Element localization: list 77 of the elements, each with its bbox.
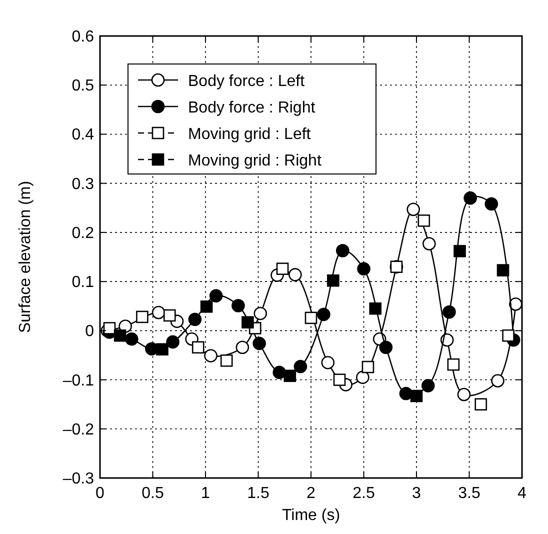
- y-tick-label: 0.1: [72, 274, 94, 292]
- point: [464, 191, 477, 205]
- legend-label: Moving grid : Left: [188, 126, 312, 143]
- legend-label: Moving grid : Right: [188, 152, 322, 170]
- point: [422, 237, 436, 250]
- point: [421, 379, 435, 392]
- x-tick-label: 2: [306, 485, 316, 502]
- point: [232, 298, 245, 312]
- point: [188, 312, 202, 326]
- x-tick-label: 0.5: [142, 485, 164, 502]
- y-tick-label: –0.2: [62, 421, 94, 438]
- point: [362, 360, 374, 374]
- point: [288, 268, 302, 282]
- x-tick-label: 3: [412, 485, 422, 502]
- x-tick-label: 2.5: [352, 485, 375, 502]
- y-tick-label: 0.2: [72, 224, 94, 242]
- point: [327, 274, 340, 287]
- point: [390, 260, 403, 273]
- point: [252, 336, 266, 350]
- point: [192, 341, 204, 354]
- point: [304, 312, 318, 324]
- x-tick-label: 0: [96, 485, 105, 502]
- point: [236, 340, 250, 354]
- point: [166, 335, 180, 349]
- y-tick-label: 0.5: [72, 78, 94, 95]
- point: [406, 202, 420, 216]
- point: [242, 316, 254, 328]
- point: [357, 262, 370, 276]
- point: [502, 329, 514, 342]
- point: [163, 309, 176, 322]
- point: [336, 244, 350, 258]
- point: [254, 306, 268, 320]
- point: [379, 340, 393, 354]
- x-axis-title: Time (s): [282, 507, 340, 524]
- point: [369, 302, 382, 315]
- point: [294, 360, 308, 374]
- point: [399, 386, 413, 400]
- point: [454, 244, 466, 258]
- point: [114, 329, 126, 342]
- point: [447, 358, 460, 371]
- point: [418, 214, 430, 227]
- point: [442, 305, 456, 319]
- point: [125, 332, 138, 346]
- x-tick-label: 1.5: [247, 485, 270, 502]
- y-tick-label: 0: [85, 323, 94, 340]
- x-tick-label: 3.5: [458, 485, 480, 502]
- legend-label: Body force : Right: [188, 100, 316, 116]
- point: [103, 322, 116, 334]
- point: [317, 308, 330, 322]
- point: [220, 354, 233, 367]
- point: [457, 388, 471, 402]
- point: [484, 197, 498, 211]
- point: [333, 374, 346, 386]
- y-axis-title: Surface elevation (m): [17, 180, 34, 334]
- point: [204, 349, 218, 362]
- point: [209, 289, 223, 302]
- y-tick-label: 0.4: [72, 126, 94, 144]
- y-tick-label: –0.3: [62, 470, 94, 488]
- legend-label: Body force : Left: [188, 73, 306, 90]
- point: [410, 390, 423, 402]
- y-tick-label: 0.3: [72, 176, 94, 193]
- point: [136, 310, 148, 324]
- x-tick-label: 1: [201, 485, 210, 502]
- point: [152, 306, 166, 320]
- y-tick-label: 0.6: [72, 28, 94, 46]
- x-tick-label: 4: [518, 485, 527, 502]
- point: [200, 300, 213, 313]
- point: [156, 343, 168, 356]
- point: [491, 374, 504, 388]
- point: [509, 297, 522, 311]
- point: [284, 370, 296, 382]
- point: [276, 262, 289, 275]
- y-tick-label: –0.1: [62, 372, 94, 390]
- point: [145, 342, 158, 356]
- point: [496, 264, 510, 276]
- point: [321, 356, 335, 370]
- point: [356, 370, 370, 384]
